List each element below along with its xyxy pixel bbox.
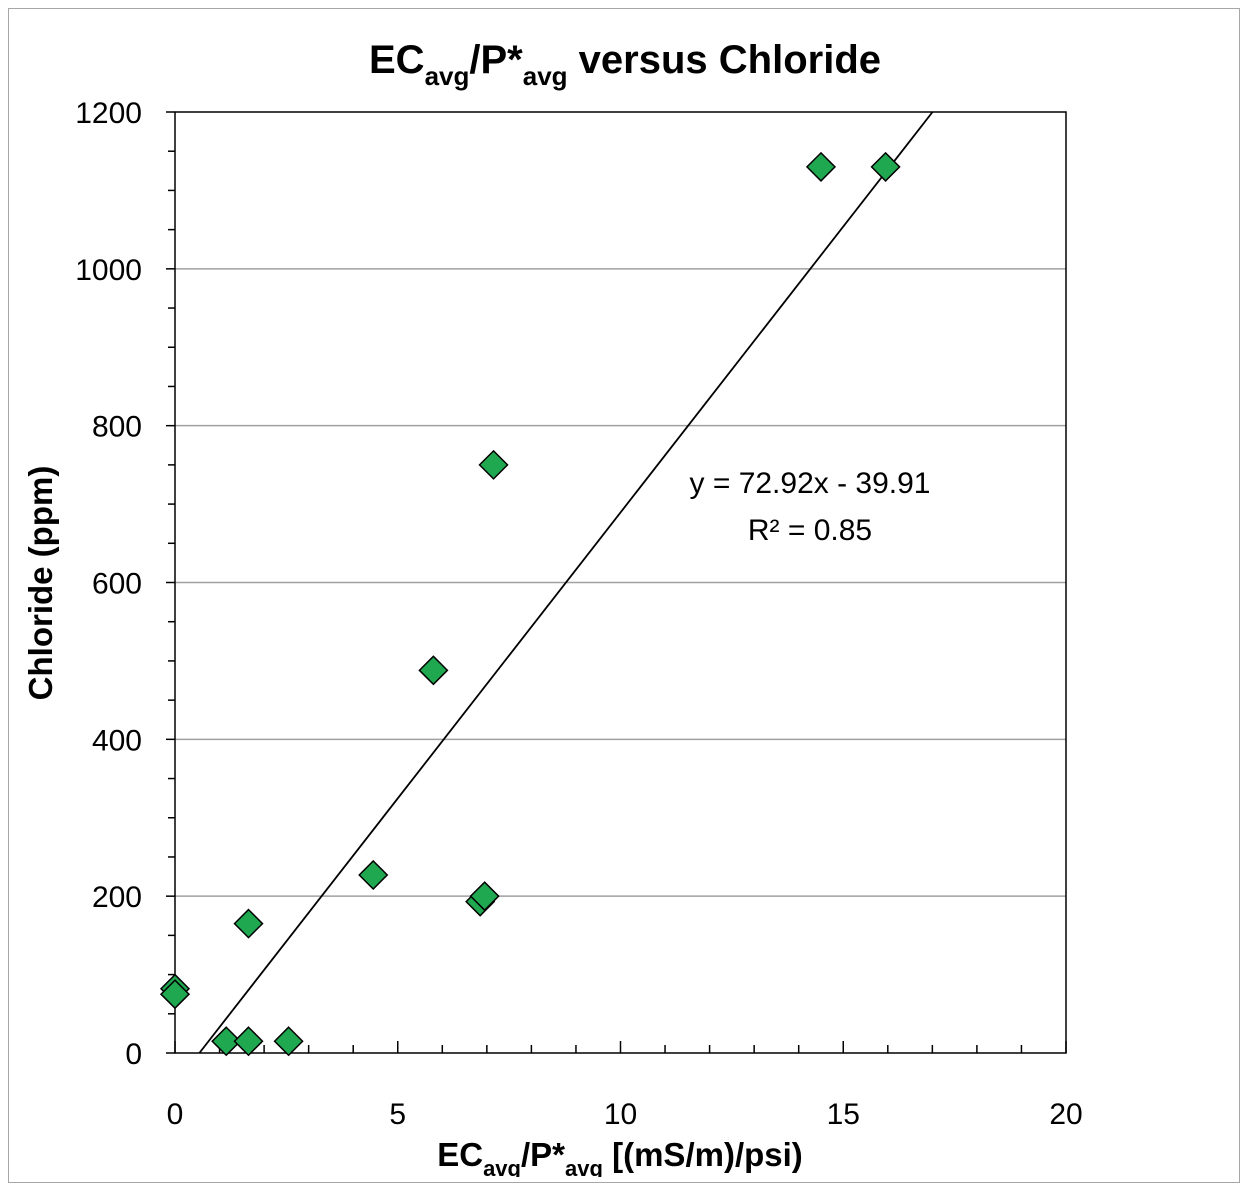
y-tick-label: 0	[125, 1038, 142, 1071]
y-tick-label: 1000	[75, 254, 142, 287]
data-point-10	[478, 449, 509, 480]
data-point-9	[418, 655, 449, 686]
data-point-3	[233, 1026, 264, 1057]
x-tick-label: 20	[1049, 1098, 1082, 1131]
data-point-1	[159, 979, 191, 1010]
y-tick-label: 200	[92, 881, 142, 914]
x-tick-label: 0	[167, 1098, 184, 1131]
data-point-4	[273, 1026, 304, 1057]
y-tick-label: 600	[92, 568, 142, 601]
data-point-11	[805, 151, 837, 182]
data-point-6	[358, 859, 389, 891]
data-point-12	[870, 151, 901, 182]
trendline	[198, 111, 934, 1054]
gridlines	[175, 268, 1066, 897]
chart-title: ECavg/P*avg versus Chloride	[369, 38, 881, 91]
y-axis-label: Chloride (ppm)	[22, 466, 59, 701]
y-tick-label: 1200	[75, 97, 142, 130]
axis-ticks	[166, 111, 1067, 1054]
trendline-equation: y = 72.92x - 39.91	[690, 467, 931, 500]
tick-labels: 0 200 400 600 800 1000 1200 0 5 10 15 20	[75, 97, 1082, 1131]
chart-frame	[8, 8, 1240, 1183]
r-squared-label: R² = 0.85	[748, 514, 872, 547]
x-tick-label: 15	[827, 1098, 860, 1131]
data-point-2	[211, 1026, 242, 1057]
y-tick-label: 400	[92, 724, 142, 757]
data-point-5	[233, 908, 264, 939]
x-tick-label: 10	[604, 1098, 637, 1131]
x-axis-label: ECavg/P*avg [(mS/m)/psi)	[437, 1136, 803, 1177]
y-tick-label: 800	[92, 411, 142, 444]
data-point-8	[469, 881, 500, 912]
x-tick-label: 5	[389, 1098, 406, 1131]
data-points	[159, 151, 901, 1057]
